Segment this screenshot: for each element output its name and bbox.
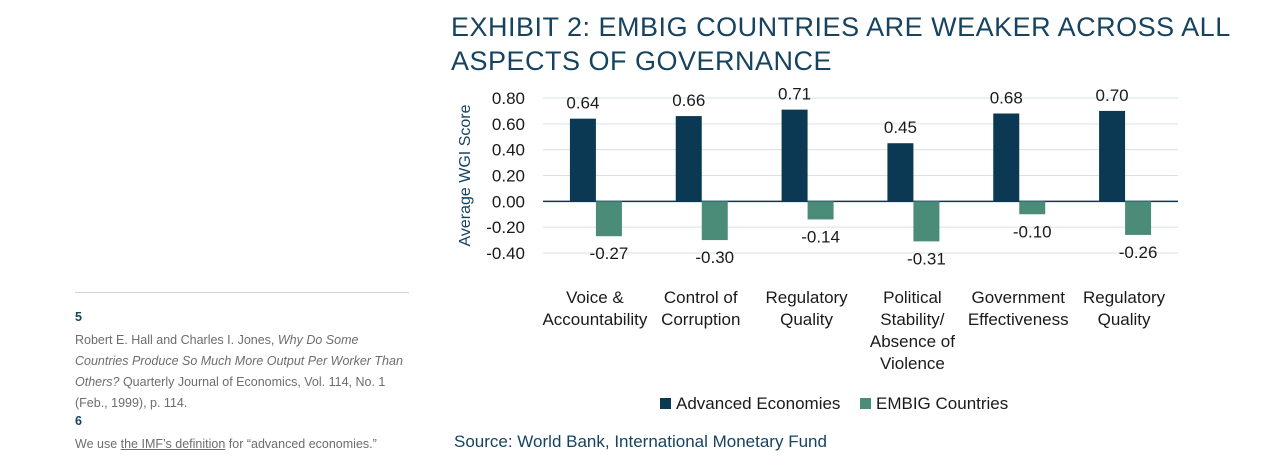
x-category-label: Political [883, 288, 942, 307]
bar-advanced [1099, 110, 1126, 202]
y-tick-label: 0.60 [492, 115, 525, 134]
footnote-6-text: We use the IMF’s definition for “advance… [75, 434, 409, 455]
x-category-label: Regulatory [765, 288, 848, 307]
footnote-6-after: for “advanced economies.” [225, 437, 377, 451]
data-label-advanced: 0.64 [566, 94, 599, 113]
imf-definition-link[interactable]: the IMF’s definition [120, 437, 226, 451]
footnote-6-before: We use [75, 437, 121, 451]
bar-advanced [993, 113, 1020, 202]
bar-embig [701, 201, 728, 241]
data-label-embig: -0.10 [1013, 222, 1052, 241]
x-category-label: Quality [1098, 310, 1151, 329]
data-label-advanced: 0.71 [778, 85, 811, 104]
footnote-5-number: 5 [75, 310, 82, 324]
data-label-advanced: 0.70 [1096, 86, 1129, 105]
y-tick-label: 0.40 [492, 141, 525, 160]
x-category-label: Accountability [542, 310, 647, 329]
footnote-5-text: Robert E. Hall and Charles I. Jones, Why… [75, 330, 409, 414]
x-category-label: Quality [780, 310, 833, 329]
footnotes-sidebar: 5 Robert E. Hall and Charles I. Jones, W… [75, 0, 409, 468]
data-label-advanced: 0.68 [990, 89, 1023, 108]
exhibit-title: EXHIBIT 2: EMBIG COUNTRIES ARE WEAKER AC… [451, 12, 1230, 76]
bar-advanced [675, 116, 702, 202]
y-tick-label: 0.20 [492, 167, 525, 186]
x-category-label: Stability/ [880, 310, 945, 329]
x-category-label: Violence [880, 354, 945, 373]
y-tick-label: 0.80 [492, 89, 525, 108]
footnote-5-journal: Quarterly Journal of Economics, Vol. 114… [75, 375, 386, 410]
bar-embig [1125, 201, 1152, 235]
x-category-label: Effectiveness [968, 310, 1069, 329]
bar-advanced [569, 118, 596, 202]
x-category-label: Government [971, 288, 1065, 307]
x-category-label: Voice & [566, 288, 624, 307]
data-label-embig: -0.14 [801, 227, 840, 246]
sidebar-divider [75, 292, 409, 293]
footnote-6-number: 6 [75, 414, 82, 428]
bar-embig [913, 201, 940, 242]
chart-source: Source: World Bank, International Moneta… [454, 432, 827, 451]
data-label-advanced: 0.66 [672, 91, 705, 110]
bar-embig [1019, 201, 1046, 215]
data-label-embig: -0.27 [590, 244, 629, 263]
x-category-label: Regulatory [1083, 288, 1166, 307]
data-label-embig: -0.26 [1119, 243, 1158, 262]
y-tick-label: -0.20 [486, 218, 525, 237]
legend-swatch-advanced [660, 398, 671, 409]
data-label-embig: -0.31 [907, 249, 946, 268]
legend-label-embig: EMBIG Countries [876, 394, 1008, 413]
data-label-embig: -0.30 [695, 248, 734, 267]
y-tick-label: 0.00 [492, 192, 525, 211]
legend-label-advanced: Advanced Economies [676, 394, 840, 413]
bar-embig [807, 201, 834, 220]
governance-bar-chart: 0.80 0.60 0.40 0.20 0.00 -0.20 -0.40 Average WG… [457, 85, 1178, 413]
data-label-advanced: 0.45 [884, 118, 917, 137]
bar-embig [595, 201, 622, 237]
bar-advanced [887, 143, 914, 202]
bar-advanced [781, 109, 808, 202]
y-axis-label: Average WGI Score [457, 104, 474, 246]
x-category-label: Control of [664, 288, 738, 307]
footnote-5-paper-title: Why Do Some Countries Produce So Much Mo… [75, 333, 403, 389]
x-category-label: Corruption [661, 310, 740, 329]
footnote-5-author: Robert E. Hall and Charles I. Jones, [75, 333, 278, 347]
x-category-label: Absence of [870, 332, 955, 351]
legend-swatch-embig [860, 398, 871, 409]
y-tick-label: -0.40 [486, 244, 525, 263]
